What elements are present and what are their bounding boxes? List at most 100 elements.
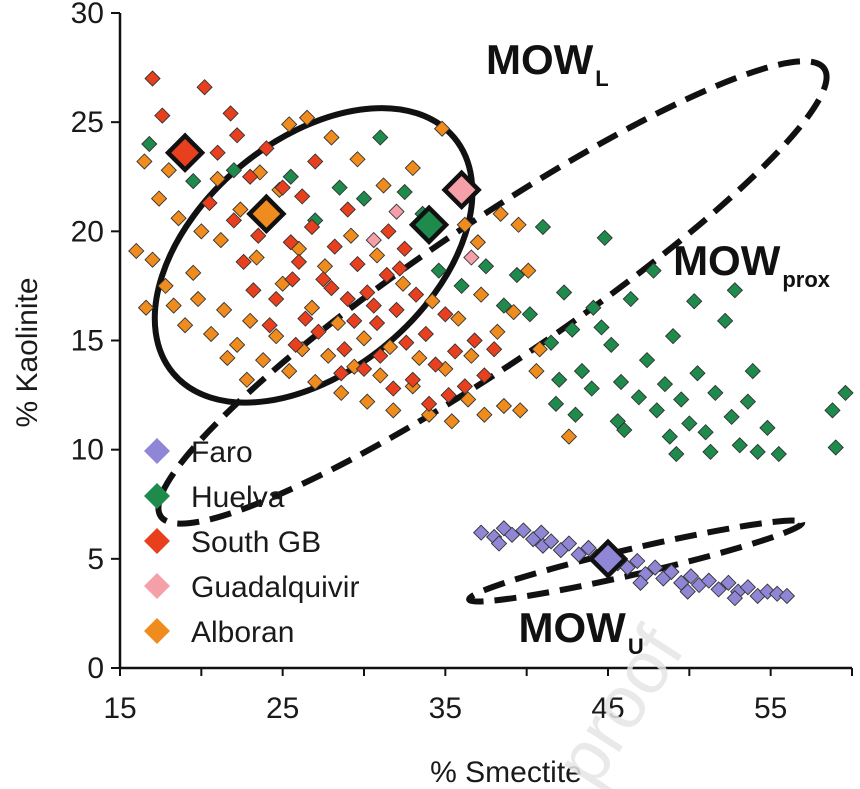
data-point-alboran <box>323 129 340 146</box>
y-tick-label: 20 <box>71 215 104 248</box>
data-point-alboran <box>424 293 441 310</box>
data-point-huelva <box>603 336 620 354</box>
data-point-south-gb <box>398 334 415 351</box>
data-point-alboran <box>281 362 298 380</box>
data-point-alboran <box>193 223 210 240</box>
data-point-faro <box>663 563 680 581</box>
data-point-huelva <box>355 190 373 207</box>
data-point-south-gb <box>437 306 454 323</box>
envelope-mow-prox <box>155 58 830 527</box>
data-point-faro <box>560 535 578 552</box>
data-point-alboran <box>150 190 168 207</box>
data-point-south-gb <box>241 168 259 185</box>
data-point-huelva <box>534 218 552 236</box>
data-point-south-gb <box>396 240 413 257</box>
data-point-alboran <box>510 216 527 233</box>
data-point-huelva <box>282 168 299 185</box>
data-point-south-gb <box>427 356 444 373</box>
data-point-south-gb <box>372 347 389 364</box>
legend-label-faro: Faro <box>191 436 253 469</box>
x-tick-label: 45 <box>591 692 624 725</box>
data-point-south-gb <box>420 395 438 412</box>
data-point-faro <box>619 559 636 576</box>
data-point-alboran <box>411 349 428 367</box>
data-point-faro <box>739 579 757 596</box>
data-point-huelva <box>697 424 714 441</box>
data-point-huelva <box>759 419 776 436</box>
data-point-huelva <box>372 129 389 146</box>
data-point-south-gb <box>339 290 356 308</box>
data-point-south-gb <box>297 310 314 327</box>
data-point-alboran <box>368 247 386 264</box>
y-tick-label: 15 <box>71 325 104 358</box>
data-point-alboran <box>342 227 360 244</box>
zone-label-mow-prox: MOWprox <box>673 237 831 292</box>
data-point-south-gb <box>201 194 218 212</box>
data-point-alboran <box>404 159 421 177</box>
data-point-south-gb <box>349 255 366 273</box>
data-point-huelva <box>664 327 682 345</box>
data-point-south-gb <box>339 201 356 218</box>
data-point-faro <box>778 587 796 605</box>
data-point-huelva <box>225 162 243 179</box>
data-point-alboran <box>298 109 316 126</box>
data-point-south-gb <box>333 365 350 382</box>
data-point-alboran <box>495 397 513 415</box>
mean-marker-south-gb <box>164 132 206 173</box>
data-point-huelva <box>731 437 748 454</box>
data-point-alboran <box>157 277 174 295</box>
data-point-huelva <box>573 362 591 380</box>
data-point-huelva <box>686 293 703 310</box>
legend-swatch-guadalquivir <box>144 573 170 599</box>
legend-label-south-gb: South GB <box>191 526 321 559</box>
data-point-south-gb <box>466 332 483 349</box>
data-point-huelva <box>555 284 573 301</box>
data-point-faro <box>472 524 490 541</box>
data-point-south-gb <box>385 380 402 397</box>
data-point-alboran <box>349 151 366 168</box>
data-point-south-gb <box>222 105 239 122</box>
data-point-huelva <box>542 334 560 351</box>
data-point-huelva <box>770 445 787 463</box>
data-point-alboran <box>492 205 509 223</box>
data-point-huelva <box>689 365 706 382</box>
data-point-alboran <box>463 347 480 364</box>
x-tick-label: 25 <box>266 692 299 725</box>
data-point-alboran <box>165 297 182 314</box>
data-point-south-gb <box>225 212 243 229</box>
data-point-alboran <box>505 303 522 321</box>
data-point-huelva <box>716 312 734 329</box>
data-point-layer <box>128 70 854 607</box>
data-point-huelva <box>593 319 610 336</box>
data-point-alboran <box>320 347 337 364</box>
data-point-south-gb <box>476 367 493 384</box>
data-point-huelva <box>681 415 698 432</box>
data-point-south-gb <box>368 314 386 332</box>
data-point-huelva <box>551 371 568 388</box>
data-point-faro <box>629 552 646 570</box>
data-point-south-gb <box>228 127 246 144</box>
data-point-south-gb <box>446 343 464 360</box>
data-point-huelva <box>616 421 633 439</box>
data-point-alboran <box>355 330 373 347</box>
data-point-south-gb <box>407 286 425 303</box>
data-point-alboran <box>215 301 233 319</box>
data-point-faro <box>679 583 696 600</box>
data-point-huelva <box>744 362 761 380</box>
data-point-faro <box>682 568 700 585</box>
y-axis-title: % Kaolinite <box>11 277 44 427</box>
data-point-alboran <box>469 234 487 251</box>
data-point-south-gb <box>154 107 171 124</box>
data-point-huelva <box>673 391 690 408</box>
legend-swatch-south-gb <box>144 528 170 554</box>
data-point-alboran <box>281 116 298 133</box>
data-point-huelva <box>739 393 757 410</box>
data-point-faro <box>632 574 649 591</box>
data-point-south-gb <box>417 325 434 343</box>
data-point-south-gb <box>303 218 321 236</box>
data-point-alboran <box>176 317 194 334</box>
x-axis-title: % Smectite <box>430 756 582 789</box>
data-point-south-gb <box>326 238 343 255</box>
data-point-huelva <box>141 135 158 153</box>
data-point-huelva <box>707 384 724 402</box>
